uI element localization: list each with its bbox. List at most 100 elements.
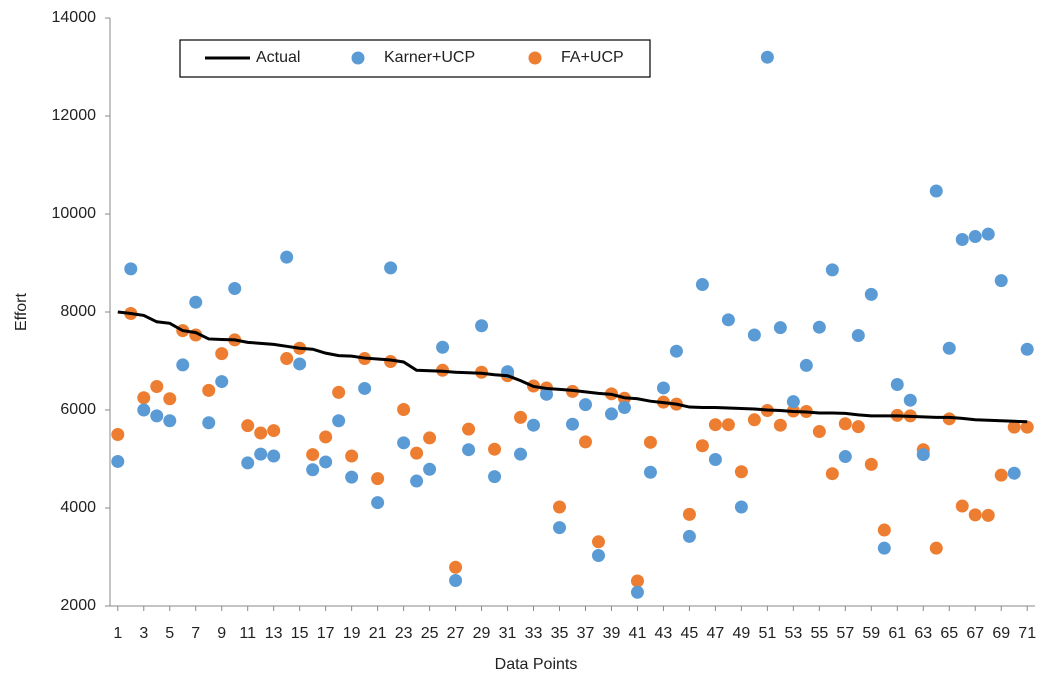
data-point [682,507,696,521]
x-tick-label: 31 [499,625,517,642]
data-point [514,447,528,461]
data-point [630,574,644,588]
data-point [604,407,618,421]
data-point [786,395,800,409]
data-point [436,340,450,354]
data-point [423,462,437,476]
data-point [137,391,151,405]
data-point [163,392,177,406]
data-point [955,232,969,246]
data-point [319,455,333,469]
data-point [981,508,995,522]
data-point [721,418,735,432]
x-tick-label: 25 [421,625,439,642]
data-point [150,379,164,393]
data-point [241,456,255,470]
data-point [371,472,385,486]
x-tick-label: 33 [525,625,543,642]
data-point [358,381,372,395]
x-tick-label: 3 [139,625,148,642]
legend-label: Karner+UCP [384,49,475,66]
data-point [669,344,683,358]
data-point [773,321,787,335]
x-tick-label: 27 [447,625,465,642]
y-tick-label: 4000 [60,499,96,516]
y-tick-label: 8000 [60,303,96,320]
data-point [838,450,852,464]
x-tick-label: 17 [317,625,335,642]
data-point [163,414,177,428]
data-point [488,470,502,484]
x-tick-label: 45 [681,625,699,642]
x-tick-label: 63 [914,625,932,642]
x-tick-label: 39 [603,625,621,642]
data-point [851,329,865,343]
x-tick-label: 55 [810,625,828,642]
data-point [643,435,657,449]
legend-label: FA+UCP [561,49,624,66]
data-point [838,417,852,431]
legend-label: Actual [256,49,300,66]
data-point [864,287,878,301]
x-tick-label: 71 [1018,625,1036,642]
data-point [306,448,320,462]
data-point [228,281,242,295]
data-point [747,328,761,342]
data-point [111,428,125,441]
data-point [734,465,748,479]
data-point [553,500,567,514]
data-point [994,274,1008,288]
data-point [591,535,605,549]
data-point [682,529,696,543]
data-point [566,417,579,431]
data-point [475,319,489,333]
data-point [280,250,294,264]
data-point [877,541,891,555]
data-point [345,449,359,463]
data-point [955,499,969,513]
data-point [799,358,813,372]
data-point [903,393,917,407]
data-point [942,341,956,355]
data-point [656,381,670,395]
y-tick-label: 14000 [52,9,97,26]
y-tick-label: 6000 [60,401,96,418]
x-tick-label: 61 [888,625,906,642]
data-point [111,454,125,468]
legend-box [179,39,651,78]
legend-marker [528,51,542,65]
legend-marker [351,51,365,65]
x-tick-label: 35 [551,625,569,642]
x-tick-label: 15 [291,625,309,642]
y-tick-label: 10000 [52,205,97,222]
data-point [345,470,359,484]
data-point [423,431,437,445]
data-point [150,409,164,423]
data-point [1020,342,1034,356]
data-point [267,424,281,438]
data-point [215,375,229,389]
data-point [202,383,216,397]
data-point [280,352,294,366]
data-point [773,418,787,432]
data-point [254,447,268,461]
data-point [994,468,1008,482]
data-point [578,398,592,412]
data-point [553,521,567,535]
x-tick-label: 37 [577,625,595,642]
data-point [981,227,995,241]
y-tick-label: 2000 [60,597,96,614]
data-point [760,50,774,64]
data-point [267,449,281,463]
data-point [812,320,826,334]
data-point [449,560,463,574]
x-tick-label: 47 [707,625,725,642]
data-point [397,436,411,450]
x-axis-title: Data Points [495,656,578,673]
x-tick-label: 7 [191,625,200,642]
data-point [851,420,865,434]
data-point [462,443,476,457]
data-point [137,403,151,417]
x-tick-label: 57 [836,625,854,642]
